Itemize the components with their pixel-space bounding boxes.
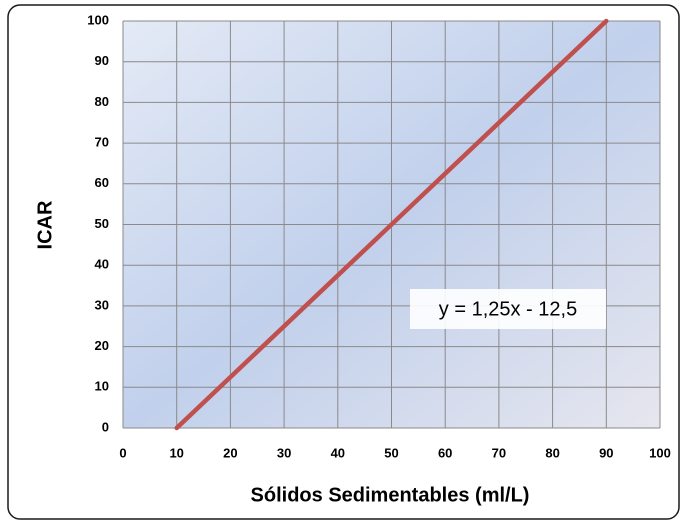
- y-tick-label: 70: [95, 135, 109, 150]
- data-line: [174, 18, 609, 431]
- x-tick-label: 30: [277, 445, 291, 460]
- y-tick-label: 40: [95, 257, 109, 272]
- x-tick-label: 100: [649, 445, 671, 460]
- y-tick-label: 50: [95, 216, 109, 231]
- x-tick-label: 20: [223, 445, 237, 460]
- y-tick-label: 80: [95, 94, 109, 109]
- y-axis-title: ICAR: [34, 200, 56, 249]
- x-axis-title: Sólidos Sedimentables (ml/L): [251, 484, 530, 506]
- x-tick-label: 40: [331, 445, 345, 460]
- x-tick-label: 50: [384, 445, 398, 460]
- y-tick-label: 10: [95, 379, 109, 394]
- x-tick-label: 80: [545, 445, 559, 460]
- y-tick-label: 0: [102, 419, 109, 434]
- x-tick-label: 70: [492, 445, 506, 460]
- y-tick-label: 100: [87, 12, 109, 27]
- y-tick-label: 20: [95, 338, 109, 353]
- x-tick-label: 60: [438, 445, 452, 460]
- x-tick-label: 0: [119, 445, 126, 460]
- annotation-box: [410, 289, 606, 329]
- annotation: y = 1,25x - 12,5: [439, 298, 577, 320]
- y-tick-label: 60: [95, 175, 109, 190]
- x-tick-label: 10: [169, 445, 183, 460]
- x-tick-label: 90: [599, 445, 613, 460]
- y-tick-label: 90: [95, 53, 109, 68]
- y-tick-label: 30: [95, 297, 109, 312]
